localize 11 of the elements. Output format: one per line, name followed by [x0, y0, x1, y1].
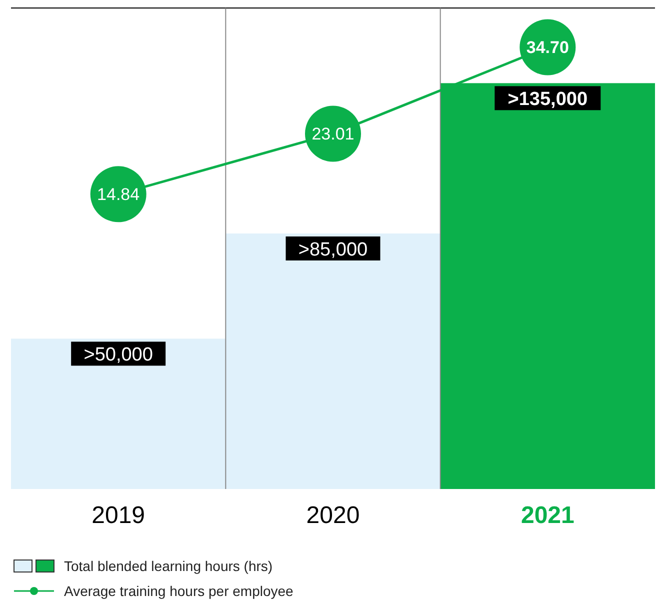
data-label: 23.01: [312, 124, 354, 144]
legend-label: Total blended learning hours (hrs): [64, 558, 273, 574]
data-label: 34.70: [526, 38, 569, 58]
x-tick-label: 2020: [306, 502, 360, 529]
data-label: 14.84: [97, 185, 140, 204]
data-label: >135,000: [508, 89, 588, 110]
legend-label: Average training hours per employee: [64, 583, 294, 599]
x-tick-label: 2019: [92, 502, 146, 529]
data-label: >85,000: [298, 239, 368, 260]
x-tick-label: 2021: [520, 502, 574, 529]
data-label: >50,000: [84, 344, 153, 366]
